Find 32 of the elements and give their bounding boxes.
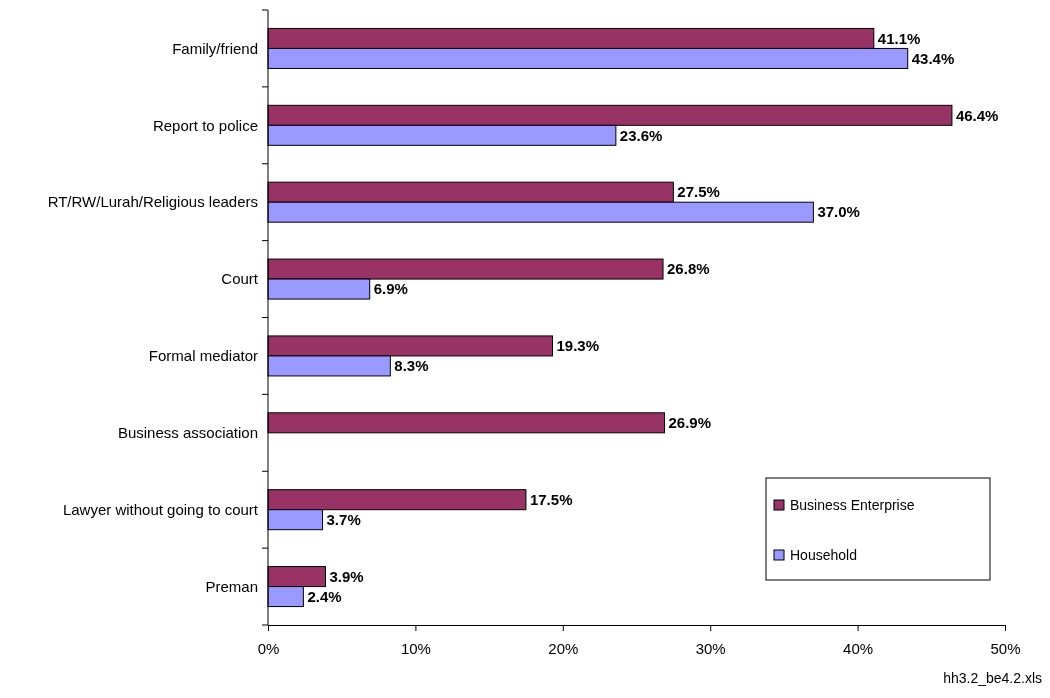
- data-label: 19.3%: [556, 337, 600, 355]
- data-label: 3.9%: [329, 567, 364, 585]
- y-tick-label: RT/RW/Lurah/Religious leaders: [47, 193, 258, 211]
- data-label: 6.9%: [373, 280, 408, 298]
- y-tick-label: Lawyer without going to court: [62, 500, 259, 518]
- data-label: 43.4%: [911, 49, 955, 67]
- x-tick-label: 30%: [695, 639, 726, 657]
- x-tick-label: 50%: [990, 639, 1021, 657]
- data-label: 23.6%: [619, 126, 663, 144]
- data-label: 3.7%: [326, 510, 361, 528]
- y-tick-label: Family/friend: [172, 39, 258, 57]
- data-label: 46.4%: [955, 106, 999, 124]
- y-tick-label: Formal mediator: [148, 347, 258, 365]
- data-label: 37.0%: [817, 203, 860, 221]
- data-label: 26.8%: [667, 260, 710, 278]
- y-tick-label: Business association: [117, 424, 258, 442]
- data-label: 41.1%: [877, 29, 921, 47]
- y-tick-label: Report to police: [152, 116, 258, 134]
- data-label: 27.5%: [677, 183, 720, 201]
- legend-label: Household: [790, 546, 857, 563]
- text: hh3.2_be4.2.xls: [943, 670, 1042, 686]
- legend-label: Business Enterprise: [790, 496, 915, 513]
- data-label: 26.9%: [668, 414, 712, 432]
- data-label: 17.5%: [529, 490, 573, 508]
- y-tick-label: Court: [221, 270, 259, 288]
- data-label: 2.4%: [307, 587, 342, 605]
- x-tick-label: 20%: [548, 639, 579, 657]
- x-tick-label: 10%: [400, 639, 431, 657]
- y-tick-label: Preman: [205, 577, 258, 595]
- x-tick-label: 0%: [257, 639, 280, 657]
- data-label: 8.3%: [394, 357, 429, 375]
- x-tick-label: 40%: [843, 639, 874, 657]
